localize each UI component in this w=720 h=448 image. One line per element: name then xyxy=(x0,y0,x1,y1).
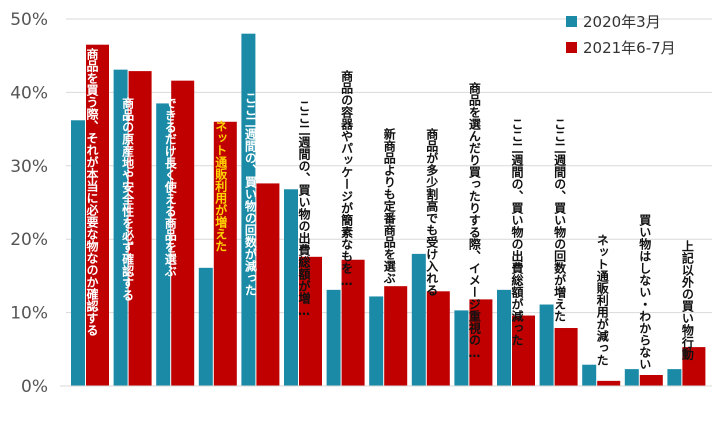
bar-2021 xyxy=(512,315,535,386)
y-tick-label: 40% xyxy=(10,83,48,103)
category-label: 買い物はしない・わからない xyxy=(637,214,652,370)
category-label: ここ二週間の、買い物の回数が減った xyxy=(243,92,258,296)
category-label: 商品の原産地や安全性を必ず確認する xyxy=(120,97,135,301)
bar-2020 xyxy=(326,289,341,386)
bar-2021 xyxy=(426,291,450,386)
bar-2021 xyxy=(469,299,493,386)
bar-2020 xyxy=(497,289,511,386)
y-tick-label: 30% xyxy=(10,157,48,177)
bar-2021 xyxy=(384,286,408,386)
y-tick-label: 0% xyxy=(21,377,48,397)
bar-2021 xyxy=(597,380,621,386)
category-label: ネット通販利用が増えた xyxy=(213,120,228,252)
bar-2020 xyxy=(454,310,469,386)
category-label: 商品の容器やパッケージが簡素なもを… xyxy=(339,70,354,288)
bar-2021 xyxy=(171,80,195,386)
category-label: ここ二週間の、買い物の回数が増えた xyxy=(552,118,567,322)
bars xyxy=(71,33,706,387)
legend-swatch-2021 xyxy=(566,41,577,53)
category-label: 新商品よりも定番商品を選ぶ xyxy=(382,128,397,284)
legend-item-2020: 2020年3月 xyxy=(566,8,676,34)
category-label: ネット通販利用が減った xyxy=(595,234,610,366)
y-tick-label: 20% xyxy=(10,230,48,250)
bar-2020 xyxy=(624,369,639,386)
bar-2021 xyxy=(86,44,109,386)
bar-2020 xyxy=(71,120,85,387)
bar-2020 xyxy=(284,189,298,386)
category-label: 商品を選んだり買ったりする際、イメージ重視の… xyxy=(467,82,482,360)
bar-2020 xyxy=(539,304,554,386)
y-axis: 0% 10% 20% 30% 40% 50% xyxy=(10,10,48,397)
bar-2020 xyxy=(241,33,256,387)
bar-2020 xyxy=(411,253,426,386)
bar-2021 xyxy=(128,71,152,386)
bar-2021 xyxy=(554,328,578,386)
bar-2020 xyxy=(156,103,171,386)
bar-2021 xyxy=(213,121,237,386)
bar-2021 xyxy=(299,256,322,386)
bar-2020 xyxy=(667,369,682,386)
category-label: 商品を買う際、それが本当に必要な物なのか確認する xyxy=(85,48,99,336)
category-label: 上記以外の買い物行動 xyxy=(680,240,695,360)
bar-2021 xyxy=(341,259,365,386)
legend: 2020年3月 2021年6-7月 xyxy=(566,8,676,60)
bar-2021 xyxy=(682,347,706,386)
y-tick-label: 50% xyxy=(10,10,48,30)
bar-2020 xyxy=(113,69,128,387)
legend-label-2021: 2021年6-7月 xyxy=(583,38,676,57)
bar-2020 xyxy=(582,364,597,386)
bar-2020 xyxy=(198,267,213,386)
y-tick-label: 10% xyxy=(10,304,48,324)
category-label: ここ二週間の、買い物の出費総額が減った xyxy=(510,118,524,346)
legend-swatch-2020 xyxy=(566,15,577,27)
legend-item-2021: 2021年6-7月 xyxy=(566,34,676,60)
category-label: ここ二週間の、買い物の出費総額が増… xyxy=(297,100,311,318)
legend-label-2020: 2020年3月 xyxy=(583,12,661,31)
bar-2021 xyxy=(256,183,280,386)
bar-2020 xyxy=(369,296,384,386)
bar-2021 xyxy=(639,374,663,386)
category-label: 商品が多少割高でも受け入れる xyxy=(424,128,439,296)
category-label: できるだけ長く使える商品を選ぶ xyxy=(163,97,178,277)
